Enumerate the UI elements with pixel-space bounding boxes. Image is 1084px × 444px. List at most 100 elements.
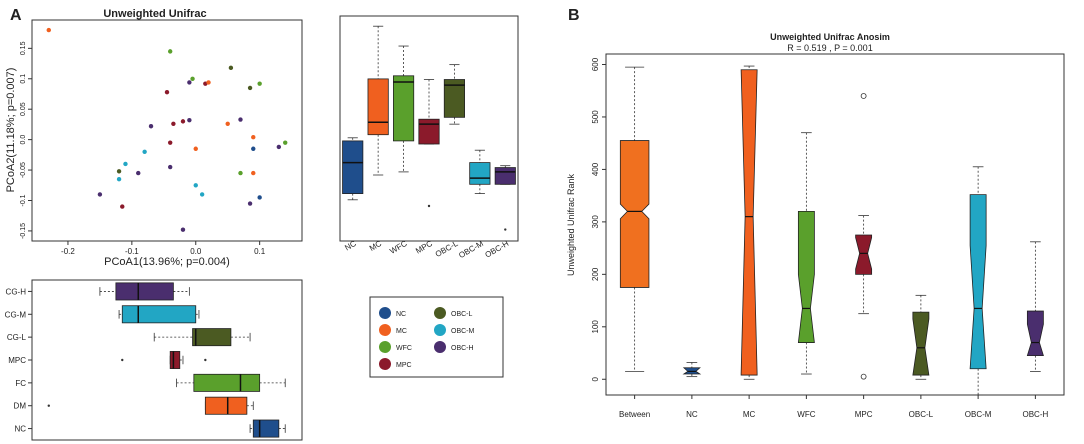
pcoa-y-tick-label: -0.15 (20, 223, 27, 239)
panel-label-a: A (10, 7, 22, 24)
pcoa-point (251, 170, 256, 176)
legend-frame (369, 296, 504, 378)
legend-label: OBC-L (451, 311, 473, 318)
pcoa-y-tick-label: 0.1 (20, 74, 27, 84)
pc2-outlier (504, 228, 507, 231)
legend-swatch (379, 307, 391, 319)
pcoa-scatter: Unweighted Unifrac -0.2 -0.1 0.0 0.1 -0.15 -… (5, 8, 303, 268)
anosim-x-label: WFC (797, 410, 815, 419)
pcoa-point (97, 192, 103, 197)
legend-label: OBC-H (451, 345, 474, 352)
legend-swatch (379, 358, 391, 370)
anosim-box-OBC-M (969, 194, 987, 370)
legend-label: NC (396, 311, 406, 318)
pcoa-point (180, 227, 186, 232)
pc1-box-CG-M (121, 305, 197, 324)
anosim-y-tick-label: 500 (591, 110, 600, 124)
anosim-frame (605, 53, 1065, 396)
pcoa-x-tick-label: -0.1 (125, 247, 139, 256)
pcoa-x-tick-label: -0.2 (61, 247, 75, 256)
panel-label-b: B (568, 7, 580, 24)
pc1-label: MPC (8, 356, 26, 365)
legend-swatch (434, 324, 446, 336)
pcoa-point (251, 146, 256, 151)
anosim-box-OBC-L (912, 311, 930, 376)
anosim-chart: Unweighted Unifrac Anosim R = 0.519 , P … (566, 32, 1065, 419)
pcoa-x-tick-label: 0.0 (190, 247, 202, 256)
pcoa-y-tick-label: -0.1 (20, 194, 27, 206)
legend-label: MPC (396, 362, 412, 369)
anosim-subtitle: R = 0.519 , P = 0.001 (787, 43, 872, 53)
pc2-box-MPC (418, 118, 440, 145)
pc1-outlier (121, 358, 124, 362)
pc2-boxes (342, 25, 516, 231)
pcoa-point (193, 183, 198, 188)
pcoa-point (283, 140, 288, 145)
pcoa-point (228, 65, 234, 71)
anosim-outlier (860, 93, 867, 99)
pc2-box-OBC-H (494, 167, 516, 185)
anosim-y-tick-label: 200 (591, 267, 600, 281)
pc1-boxplot: CG-H CG-M CG-L MPC FC DM NC (5, 279, 303, 441)
anosim-y-label: Unweighted Unifrac Rank (566, 173, 576, 276)
pcoa-title: Unweighted Unifrac (103, 8, 206, 20)
anosim-y-tick-label: 400 (591, 162, 600, 176)
anosim-box-MPC (855, 234, 873, 275)
anosim-x-label: NC (686, 410, 698, 419)
pc2-box-MC (367, 78, 389, 136)
pc1-outlier (204, 358, 207, 362)
pcoa-point (116, 169, 122, 174)
pcoa-point (123, 161, 128, 167)
pc1-category-labels: CG-H CG-M CG-L MPC FC DM NC (5, 287, 32, 434)
pcoa-frame (31, 19, 303, 242)
pc1-box-MPC (169, 351, 181, 369)
pc1-box-DM (204, 396, 248, 415)
pc2-box-OBC-M (469, 162, 491, 185)
pcoa-point (247, 201, 253, 206)
pcoa-point (257, 81, 262, 86)
pcoa-point (238, 117, 243, 122)
pc1-box-NC (252, 419, 280, 438)
pcoa-point (180, 119, 186, 124)
pcoa-point (238, 170, 243, 176)
pc2-box-WFC (392, 75, 415, 142)
anosim-y-tick-label: 100 (591, 320, 600, 334)
pcoa-y-axis: -0.15 -0.1 -0.05 0.0 0.05 0.1 0.15 (20, 41, 32, 239)
legend-items: NC OBC-L MC OBC-M WFC OBC-H MPC (379, 307, 475, 370)
legend-swatch (379, 341, 391, 353)
pcoa-x-tick-label: 0.1 (254, 247, 266, 256)
pcoa-points (46, 27, 288, 232)
pcoa-point (257, 195, 262, 200)
pc1-label: FC (15, 379, 26, 388)
pc1-frame (31, 279, 303, 441)
anosim-box-Between (619, 140, 650, 288)
pcoa-point (167, 140, 173, 145)
pc2-frame (339, 15, 519, 242)
anosim-x-label: MC (743, 410, 756, 419)
pcoa-point (187, 117, 192, 123)
pc1-outlier (47, 404, 50, 407)
pc1-label: NC (14, 425, 26, 434)
anosim-x-label: OBC-M (965, 410, 992, 419)
pcoa-point (171, 121, 176, 127)
pc1-box-FC (193, 373, 261, 392)
pcoa-point (136, 170, 141, 176)
legend-swatch (434, 307, 446, 319)
anosim-box-OBC-H (1026, 310, 1044, 357)
pc1-label: CG-M (5, 310, 27, 319)
pcoa-point (167, 164, 173, 170)
pcoa-point (142, 149, 147, 154)
pcoa-point (187, 80, 192, 85)
pc1-boxes (47, 282, 286, 438)
anosim-title: Unweighted Unifrac Anosim (770, 32, 890, 42)
pc2-box-NC (342, 140, 364, 194)
pcoa-y-tick-label: 0.15 (20, 41, 27, 55)
anosim-y-tick-label: 300 (591, 215, 600, 229)
pcoa-y-tick-label: 0.0 (20, 135, 27, 145)
legend-label: MC (396, 328, 407, 335)
anosim-y-tick-label: 600 (591, 57, 600, 71)
pcoa-point (46, 27, 51, 33)
pcoa-point (116, 176, 122, 182)
